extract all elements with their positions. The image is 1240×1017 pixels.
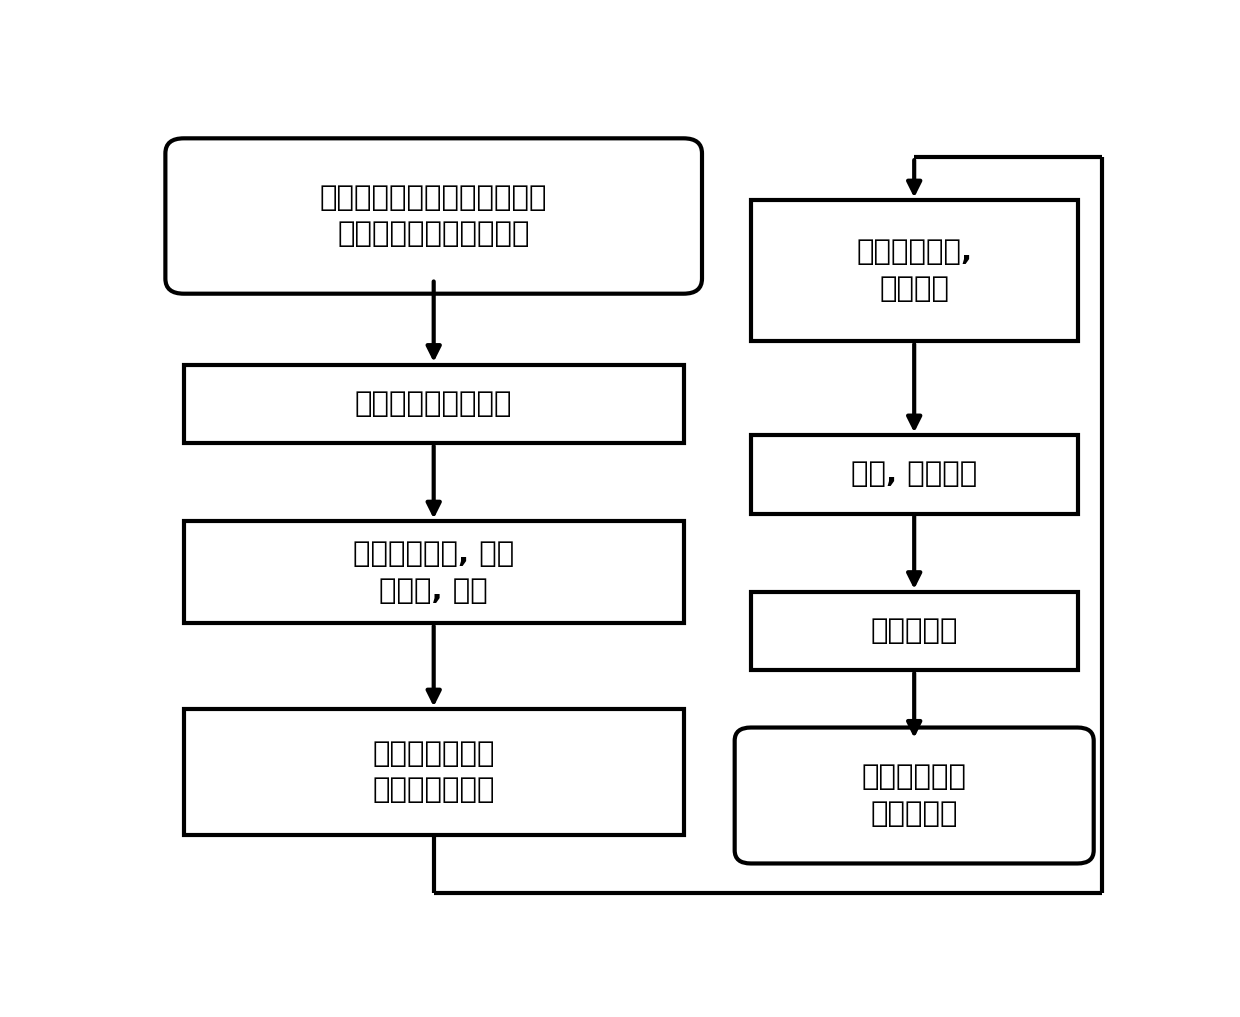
Text: 脱模, 二次固化: 脱模, 二次固化 bbox=[851, 461, 977, 488]
Text: 可得环氧树脂
盆式绝缘子: 可得环氧树脂 盆式绝缘子 bbox=[862, 763, 967, 828]
Text: 冷却，脱模: 冷却，脱模 bbox=[870, 617, 959, 645]
FancyBboxPatch shape bbox=[734, 727, 1094, 863]
FancyBboxPatch shape bbox=[751, 200, 1078, 342]
FancyBboxPatch shape bbox=[165, 138, 702, 294]
Text: 电机搅拌、真空脱气: 电机搅拌、真空脱气 bbox=[355, 390, 512, 418]
FancyBboxPatch shape bbox=[184, 365, 683, 443]
Text: 预热处理模具, 推入
浇注罐, 抽空: 预热处理模具, 推入 浇注罐, 抽空 bbox=[353, 540, 515, 605]
FancyBboxPatch shape bbox=[751, 435, 1078, 514]
FancyBboxPatch shape bbox=[184, 522, 683, 623]
Text: 模具放入烤箱,
一次固化: 模具放入烤箱, 一次固化 bbox=[856, 238, 972, 303]
FancyBboxPatch shape bbox=[184, 710, 683, 835]
Text: 环氧树脂混合材
料浇注至模具内: 环氧树脂混合材 料浇注至模具内 bbox=[372, 739, 495, 804]
FancyBboxPatch shape bbox=[751, 592, 1078, 670]
Text: 将环氧树脂、固化剂和氧化铝
按照设定配比加入混合罐: 将环氧树脂、固化剂和氧化铝 按照设定配比加入混合罐 bbox=[320, 184, 547, 248]
